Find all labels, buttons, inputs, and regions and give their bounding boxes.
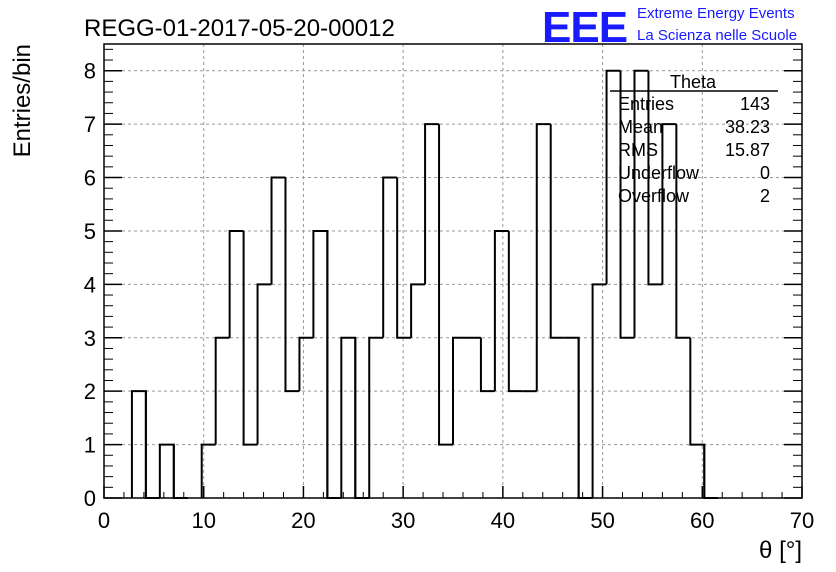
y-tick-label-1: 1 bbox=[84, 433, 96, 458]
stats-value-overflow: 2 bbox=[760, 186, 770, 206]
histogram-bar-13 bbox=[284, 177, 300, 393]
histogram-bar-23 bbox=[424, 123, 440, 285]
histogram-bar-12 bbox=[270, 176, 286, 285]
histogram-bar-29 bbox=[507, 230, 523, 393]
brand-line-2: La Scienza nelle Scuole bbox=[637, 27, 797, 44]
stats-label-entries: Entries bbox=[618, 94, 674, 114]
y-tick-label-5: 5 bbox=[84, 219, 96, 244]
histogram-bar-36 bbox=[605, 69, 621, 285]
plot-frame bbox=[103, 43, 803, 499]
histogram-bar-7 bbox=[200, 443, 216, 498]
histogram-bar-28 bbox=[493, 229, 509, 392]
stats-label-overflow: Overflow bbox=[618, 186, 690, 206]
histogram-bar-11 bbox=[256, 283, 272, 445]
y-tick-label-8: 8 bbox=[84, 59, 96, 84]
stats-value-rms: 15.87 bbox=[725, 140, 770, 160]
histogram-bar-21 bbox=[396, 177, 412, 339]
histogram-bar-40 bbox=[661, 123, 677, 285]
stats-value-mean: 38.23 bbox=[725, 117, 770, 137]
histogram-bar-5 bbox=[172, 444, 188, 499]
histogram-bar-31 bbox=[535, 123, 551, 392]
y-axis-label: Entries/bin bbox=[9, 44, 36, 157]
histogram-bar-37 bbox=[619, 70, 635, 339]
x-axis-label: θ [°] bbox=[759, 537, 802, 564]
stats-value-underflow: 0 bbox=[760, 163, 770, 183]
x-tick-label-6: 60 bbox=[690, 508, 714, 533]
y-axis-ticks: 0 1 2 3 4 5 6 7 8 bbox=[84, 48, 802, 511]
y-tick-label-7: 7 bbox=[84, 112, 96, 137]
x-axis-ticks: 0 10 20 30 40 50 60 70 bbox=[98, 486, 814, 533]
run-title: REGG-01-2017-05-20-00012 bbox=[84, 15, 395, 42]
stats-label-underflow: Underflow bbox=[618, 163, 700, 183]
histogram-bar-4 bbox=[158, 443, 175, 498]
histogram-bar-18 bbox=[354, 337, 370, 499]
histogram-bar-34 bbox=[577, 337, 593, 499]
x-tick-label-7: 70 bbox=[790, 508, 814, 533]
x-tick-label-4: 40 bbox=[491, 508, 515, 533]
histogram-bar-41 bbox=[675, 124, 691, 339]
x-tick-label-0: 0 bbox=[98, 508, 110, 533]
x-tick-label-5: 50 bbox=[590, 508, 614, 533]
y-tick-label-3: 3 bbox=[84, 326, 96, 351]
y-tick-label-4: 4 bbox=[84, 272, 96, 297]
histogram-bar-39 bbox=[647, 70, 663, 286]
histogram-bar-10 bbox=[242, 230, 258, 446]
histogram-bar-24 bbox=[438, 124, 453, 446]
stats-box: Theta Entries 143 Mean 38.23 RMS 15.87 Underfl… bbox=[610, 72, 778, 206]
stats-title: Theta bbox=[670, 72, 717, 92]
histogram-bars bbox=[130, 69, 719, 499]
y-tick-label-0: 0 bbox=[84, 486, 96, 511]
histogram-bar-16 bbox=[326, 230, 342, 499]
histogram-bar-20 bbox=[382, 176, 398, 338]
histogram-bar-25 bbox=[452, 336, 467, 445]
stats-label-rms: RMS bbox=[618, 140, 658, 160]
histogram-bar-14 bbox=[298, 336, 314, 392]
stats-label-mean: Mean bbox=[618, 117, 663, 137]
x-tick-label-3: 30 bbox=[391, 508, 415, 533]
histogram-bar-9 bbox=[228, 229, 244, 338]
histogram-bar-19 bbox=[368, 336, 384, 498]
x-tick-label-2: 20 bbox=[291, 508, 315, 533]
histogram-bar-22 bbox=[410, 283, 426, 338]
histogram-bar-27 bbox=[479, 337, 495, 393]
brand-line-1: Extreme Energy Events bbox=[637, 5, 795, 22]
histogram-bar-17 bbox=[340, 336, 357, 498]
histogram-bar-43 bbox=[703, 444, 719, 499]
y-tick-label-6: 6 bbox=[84, 166, 96, 191]
stats-value-entries: 143 bbox=[740, 94, 770, 114]
histogram-bar-15 bbox=[312, 229, 329, 498]
histogram-bar-33 bbox=[564, 336, 580, 498]
histogram-bar-8 bbox=[214, 336, 230, 445]
x-tick-label-1: 10 bbox=[191, 508, 215, 533]
histogram-bar-32 bbox=[549, 124, 565, 339]
y-tick-label-2: 2 bbox=[84, 379, 96, 404]
histogram-bar-35 bbox=[591, 283, 607, 498]
histogram-bar-38 bbox=[633, 69, 649, 338]
